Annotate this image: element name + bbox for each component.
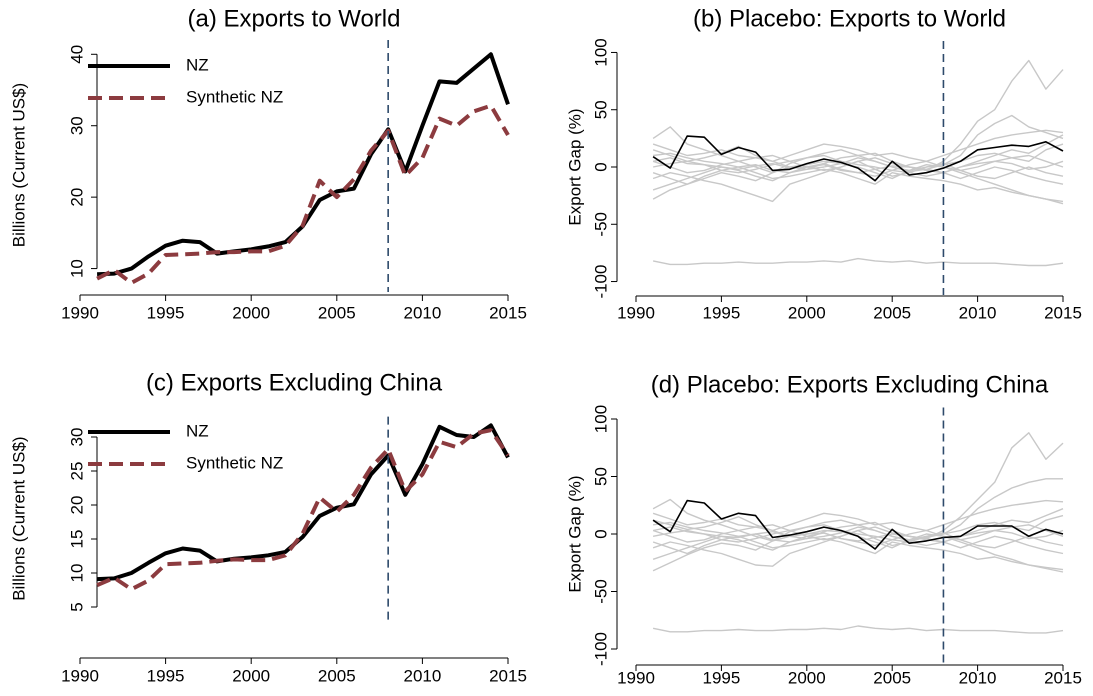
series-line (652, 508, 1064, 543)
y-tick-label: -100 (591, 265, 610, 299)
series-line (652, 135, 1064, 182)
y-axis-title: Export Gap (%) (565, 475, 584, 592)
y-tick-label: 5 (67, 602, 86, 611)
y-tick-label: 40 (67, 45, 86, 64)
x-tick-label: 1990 (617, 668, 655, 687)
x-tick-label: 1995 (147, 303, 185, 322)
y-tick-label: 100 (591, 38, 610, 66)
series-line (97, 423, 510, 582)
y-axis-title: Billions (Current US$) (9, 83, 28, 247)
x-tick-label: 2010 (403, 303, 441, 322)
x-tick-label: 2015 (1044, 668, 1082, 687)
series-line (97, 52, 510, 277)
x-tick-label: 2015 (1044, 303, 1082, 322)
x-tick-label: 2015 (489, 666, 527, 685)
y-tick-label: -50 (591, 579, 610, 604)
x-tick-label: 2010 (959, 668, 997, 687)
x-tick-label: 1995 (147, 666, 185, 685)
y-tick-label: -50 (591, 212, 610, 237)
series-line (652, 257, 1064, 267)
series-line (653, 143, 1064, 174)
x-tick-label: 2005 (873, 303, 911, 322)
series-line (96, 428, 510, 592)
x-tick-label: 1990 (61, 303, 99, 322)
y-tick-label: 0 (591, 529, 610, 538)
series-line (652, 166, 1064, 203)
chart-title: (c) Exports Excluding China (146, 369, 443, 396)
x-tick-label: 2000 (232, 303, 270, 322)
y-tick-label: 100 (591, 405, 610, 433)
x-tick-label: 1990 (61, 666, 99, 685)
series-line (652, 524, 1064, 555)
legend-label: Synthetic NZ (186, 453, 283, 472)
x-tick-label: 2005 (318, 303, 356, 322)
x-tick-label: 2010 (959, 303, 997, 322)
y-tick-label: 25 (67, 462, 86, 481)
y-tick-label: 30 (67, 428, 86, 447)
x-tick-label: 1990 (617, 303, 655, 322)
series-line (653, 514, 1064, 543)
legend-label: NZ (186, 421, 209, 440)
chart-title: (a) Exports to World (188, 5, 401, 32)
series-line (652, 160, 1064, 205)
legend-label: Synthetic NZ (186, 87, 283, 106)
x-tick-label: 2000 (788, 668, 826, 687)
y-axis-title: Export Gap (%) (565, 108, 584, 225)
legend-label: NZ (186, 55, 209, 74)
y-tick-label: 10 (67, 259, 86, 278)
series-line (652, 625, 1064, 634)
x-tick-label: 2000 (788, 303, 826, 322)
x-tick-label: 2005 (873, 668, 911, 687)
chart-title: (b) Placebo: Exports to World (693, 5, 1006, 32)
series-line (652, 129, 1064, 162)
y-tick-label: 50 (591, 100, 610, 119)
y-tick-label: 10 (67, 564, 86, 583)
x-tick-label: 2000 (232, 666, 270, 685)
x-tick-label: 2015 (489, 303, 527, 322)
x-tick-label: 1995 (702, 303, 740, 322)
y-tick-label: 20 (67, 496, 86, 515)
x-tick-label: 2010 (403, 666, 441, 685)
y-tick-label: -100 (591, 632, 610, 666)
series-line (652, 529, 1064, 560)
series-line (652, 535, 1064, 571)
x-tick-label: 2005 (318, 666, 356, 685)
x-tick-label: 1995 (702, 668, 740, 687)
y-tick-label: 0 (591, 162, 610, 171)
series-line (652, 160, 1064, 191)
y-tick-label: 20 (67, 188, 86, 207)
series-line (652, 499, 1064, 550)
y-axis-title: Billions (Current US$) (9, 436, 28, 600)
y-tick-label: 50 (591, 467, 610, 486)
y-tick-label: 30 (67, 116, 86, 135)
series-line (652, 154, 1064, 185)
chart-title: (d) Placebo: Exports Excluding China (651, 371, 1049, 398)
series-line (96, 103, 510, 285)
y-tick-label: 15 (67, 530, 86, 549)
